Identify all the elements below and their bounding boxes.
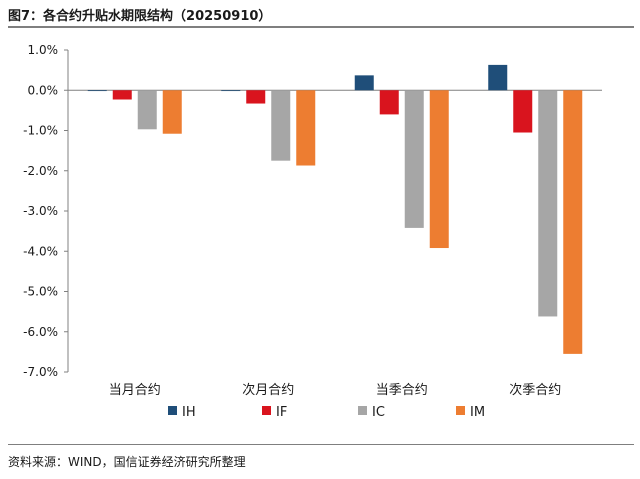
y-tick-label: -6.0%	[23, 325, 58, 339]
bar-ic-3	[404, 90, 424, 228]
y-tick-label: 1.0%	[28, 43, 59, 57]
legend-label-im: IM	[470, 405, 485, 420]
legend-swatch-if	[262, 406, 271, 415]
footer-divider	[8, 444, 634, 445]
bar-ih-2	[221, 90, 241, 92]
y-tick-label: -4.0%	[23, 244, 58, 258]
bar-chart: 1.0% 0.0% -1.0% -2.0% -3.0% -4.0% -5.0% -6.0% -7…	[23, 43, 602, 420]
bar-if-1	[112, 90, 132, 100]
bar-if-3	[379, 90, 399, 115]
legend-swatch-ic	[358, 406, 367, 415]
y-tick-label: 0.0%	[28, 83, 59, 97]
x-tick-label: 当月合约	[109, 383, 161, 398]
legend-label-if: IF	[276, 405, 287, 420]
legend-label-ih: IH	[182, 405, 196, 420]
y-tick-label: -3.0%	[23, 204, 58, 218]
bar-im-2	[296, 90, 316, 166]
bar-ih-1	[87, 90, 107, 92]
bar-im-4	[563, 90, 583, 354]
legend-swatch-ih	[168, 406, 177, 415]
bar-ic-1	[137, 90, 157, 130]
bar-ic-2	[271, 90, 291, 161]
source-note: 资料来源：WIND，国信证券经济研究所整理	[8, 455, 246, 469]
y-tick-label: -1.0%	[23, 124, 58, 138]
title-divider	[8, 26, 634, 28]
x-tick-label: 次季合约	[509, 382, 561, 398]
bar-im-1	[162, 90, 182, 134]
x-tick-label: 次月合约	[242, 382, 294, 398]
legend-label-ic: IC	[372, 405, 385, 420]
y-tick-label: -5.0%	[23, 285, 58, 299]
bar-if-4	[513, 90, 533, 133]
bar-ih-3	[354, 75, 374, 91]
y-tick-label: -7.0%	[23, 365, 58, 379]
x-tick-label: 当季合约	[376, 383, 428, 398]
bar-if-2	[246, 90, 266, 104]
bar-im-3	[429, 90, 449, 249]
legend-swatch-im	[456, 406, 465, 415]
bar-ic-4	[538, 90, 558, 317]
y-tick-label: -2.0%	[23, 164, 58, 178]
bar-ih-4	[488, 64, 508, 91]
chart-title: 图7：各合约升贴水期限结构（20250910）	[8, 9, 272, 24]
